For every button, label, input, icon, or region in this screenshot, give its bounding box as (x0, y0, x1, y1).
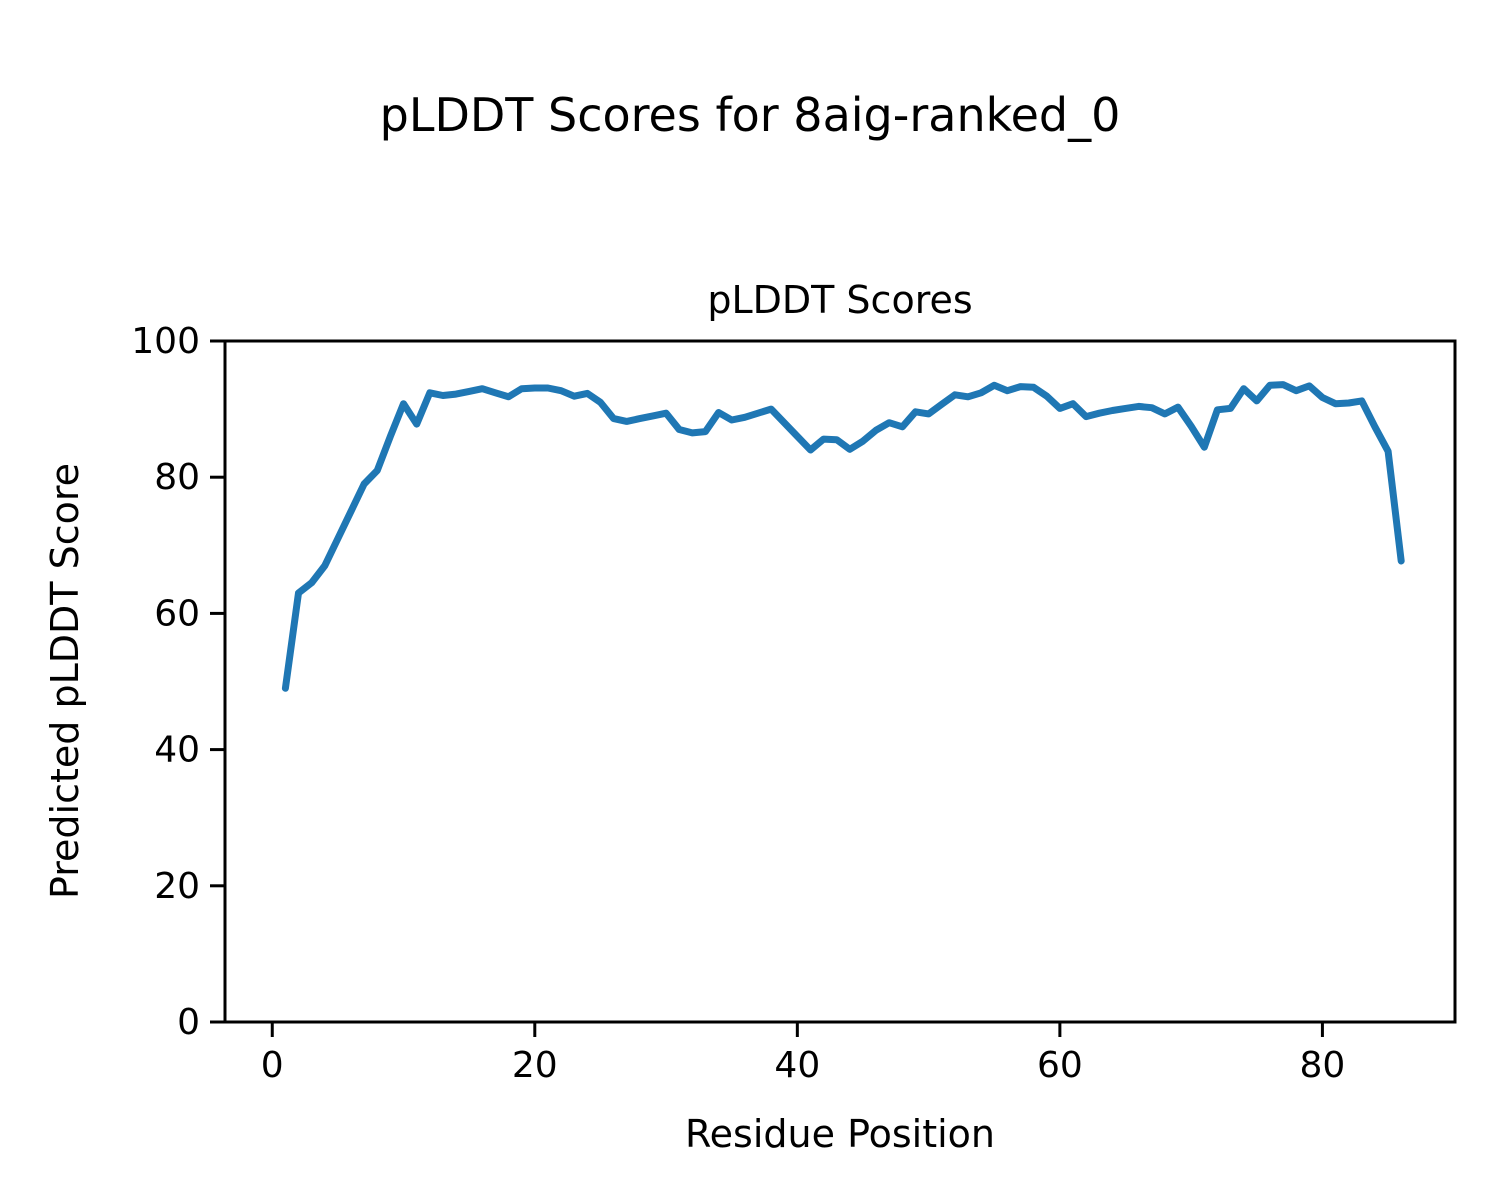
axes-frame (223, 339, 1457, 1024)
x-tick-label: 0 (261, 1045, 284, 1086)
figure-suptitle: pLDDT Scores for 8aig-ranked_0 (379, 88, 1121, 142)
y-axis-label: Predicted pLDDT Score (43, 463, 87, 899)
y-tick-label: 80 (154, 457, 200, 498)
x-axis-ticks: 0 20 40 60 80 (261, 1022, 1346, 1086)
y-tick-label: 40 (154, 730, 200, 771)
y-tick-label: 60 (154, 593, 200, 634)
y-tick-label: 0 (177, 1002, 200, 1043)
x-tick-label: 60 (1037, 1045, 1083, 1086)
x-tick-label: 80 (1300, 1045, 1346, 1086)
axes-title: pLDDT Scores (707, 278, 972, 322)
x-axis-label: Residue Position (685, 1112, 995, 1156)
y-tick-label: 20 (154, 866, 200, 907)
y-tick-label: 100 (131, 321, 200, 362)
x-tick-label: 40 (774, 1045, 820, 1086)
y-axis-ticks: 0 20 40 60 80 100 (131, 321, 225, 1043)
x-tick-label: 20 (512, 1045, 558, 1086)
plddt-score-line (281, 381, 1405, 692)
